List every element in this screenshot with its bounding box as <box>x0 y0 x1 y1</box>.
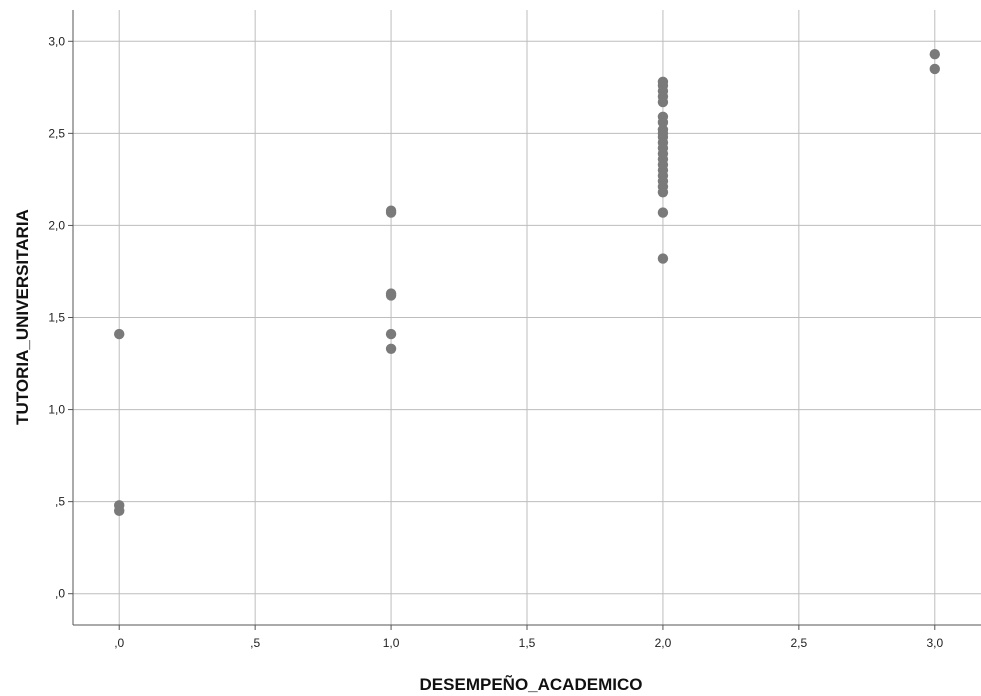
data-point <box>929 48 940 60</box>
data-point <box>385 207 397 218</box>
x-tick-label: ,0 <box>114 636 124 650</box>
y-tick-label: 2,5 <box>48 126 65 140</box>
data-points <box>114 48 940 517</box>
x-tick-label: 2,0 <box>655 636 672 650</box>
y-tick-label: ,5 <box>55 495 65 509</box>
axes <box>68 10 981 630</box>
y-tick-label: 3,0 <box>48 34 65 48</box>
data-point <box>657 207 669 218</box>
data-point <box>657 96 669 108</box>
y-tick-label: ,0 <box>55 587 65 601</box>
data-point <box>929 63 940 75</box>
data-point <box>114 328 125 340</box>
y-tick-label: 2,0 <box>48 218 65 232</box>
tick-labels: ,0 ,5 1,0 1,5 2,0 2,5 3,0 ,0 ,5 1,0 1,5 2,0 2,5 3,0 <box>48 34 943 650</box>
data-point <box>657 117 669 128</box>
x-tick-label: 1,5 <box>519 636 536 650</box>
data-point <box>385 290 397 301</box>
data-point <box>385 343 397 355</box>
y-tick-label: 1,5 <box>48 311 65 325</box>
y-tick-label: 1,0 <box>48 403 65 417</box>
x-tick-label: 3,0 <box>926 636 943 650</box>
data-point <box>657 253 669 264</box>
data-point <box>657 187 669 198</box>
data-point <box>385 328 397 340</box>
grid-lines <box>73 10 981 625</box>
x-tick-label: 2,5 <box>791 636 808 650</box>
data-point <box>114 505 125 517</box>
x-tick-label: 1,0 <box>383 636 400 650</box>
x-axis-title: DESEMPEÑO_ACADEMICO <box>420 674 643 694</box>
y-axis-title: TUTORIA_UNIVERSITARIA <box>13 209 32 425</box>
x-tick-label: ,5 <box>250 636 260 650</box>
